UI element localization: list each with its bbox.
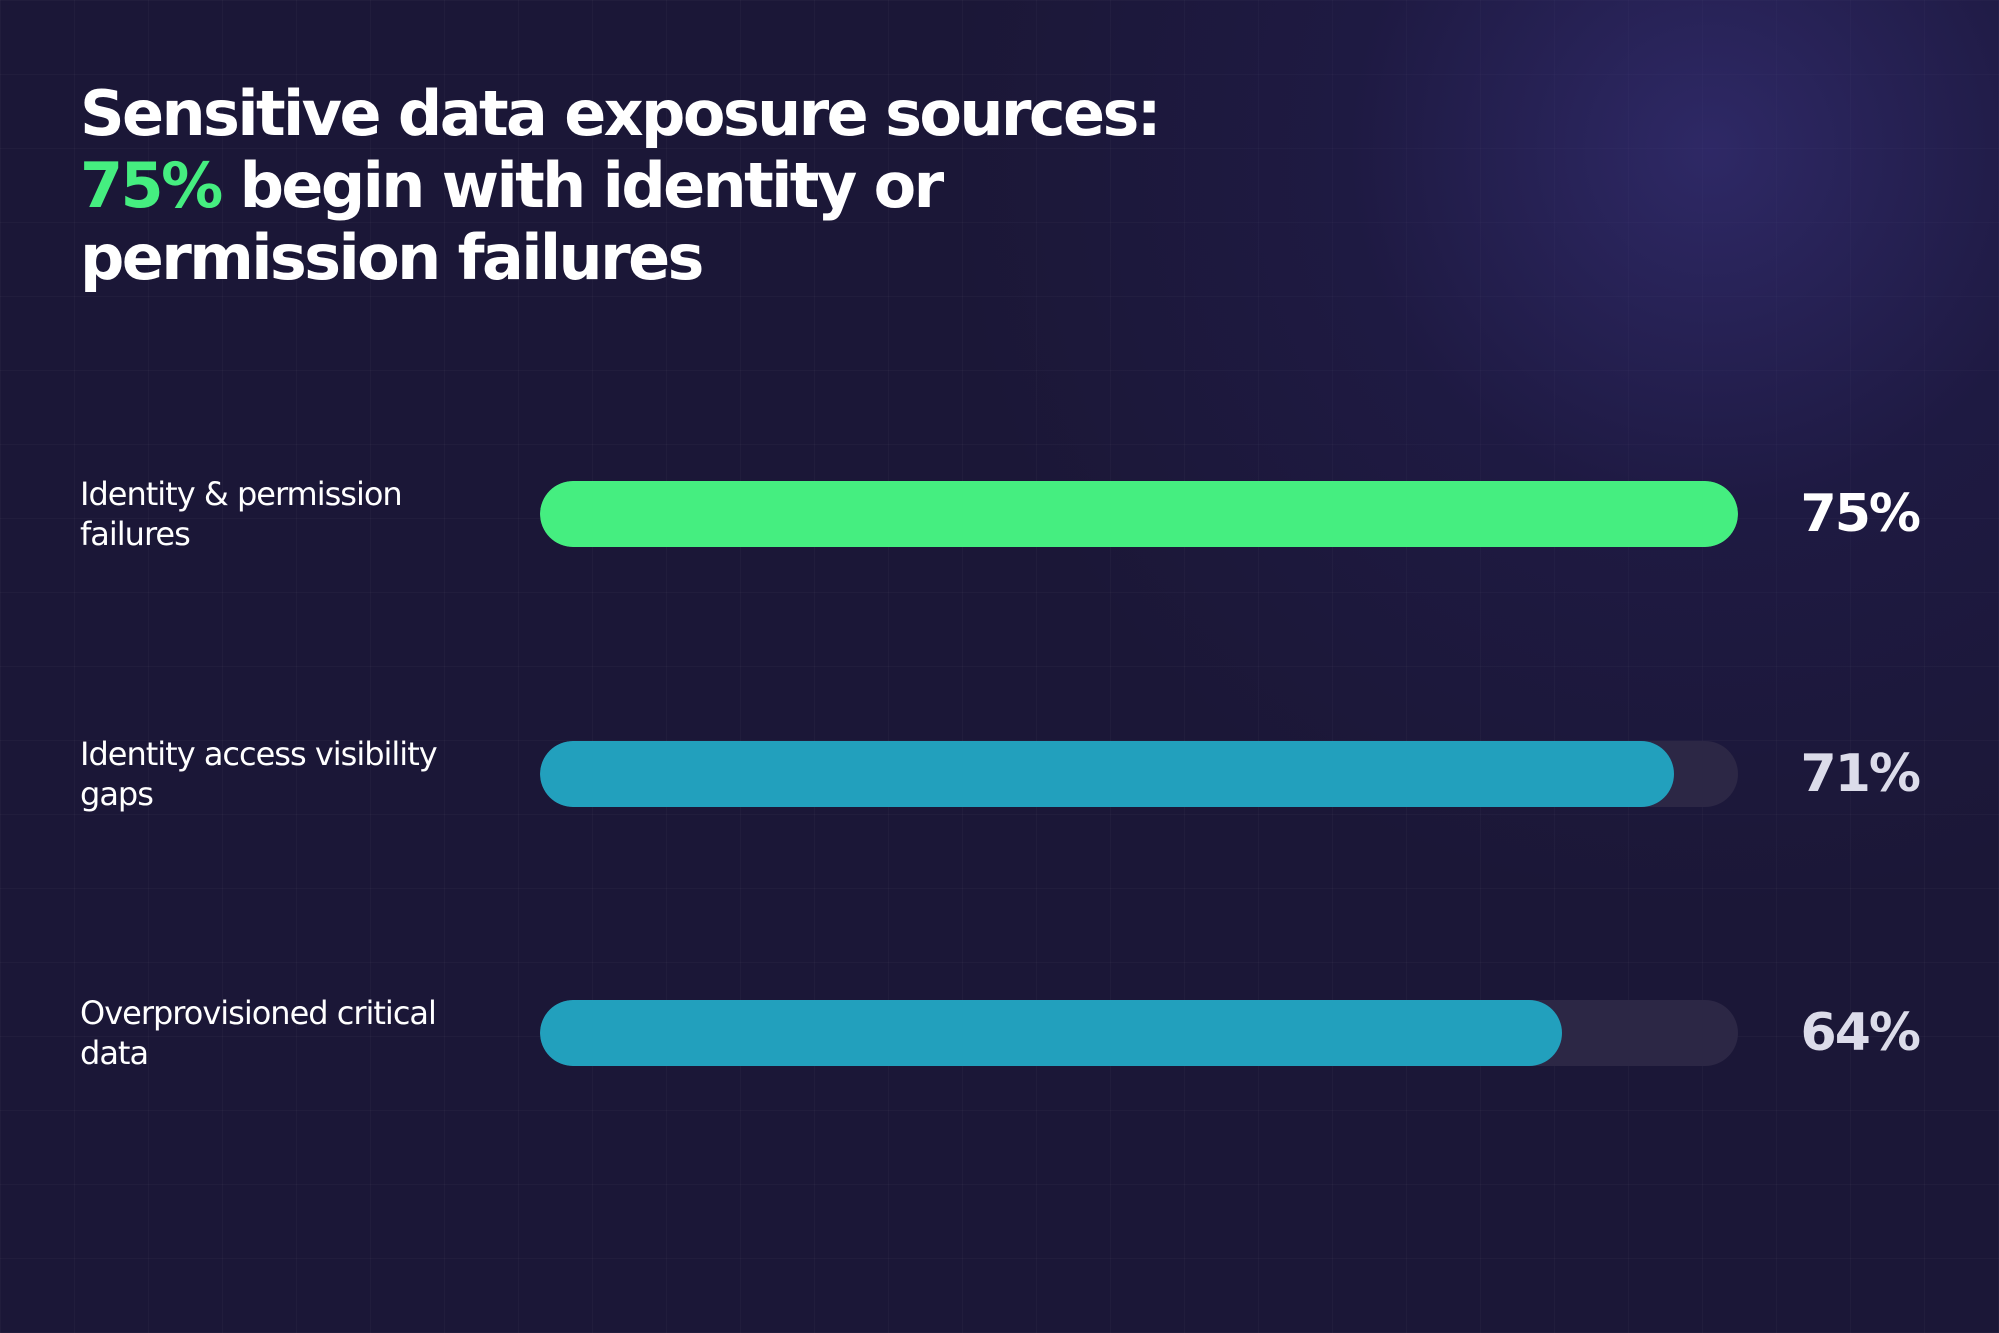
chart-title: Sensitive data exposure sources: 75% beg… <box>80 78 1280 294</box>
bar-identity-permission-failures <box>540 481 1738 547</box>
bar-label-identity-permission-failures: Identity & permission failures <box>80 475 403 553</box>
bar-track-overprovisioned-critical-data <box>540 1000 1738 1066</box>
bar-identity-access-visibility-gaps <box>540 741 1675 807</box>
title-line-1: Sensitive data exposure sources: <box>80 77 1162 150</box>
bar-value-overprovisioned-critical-data: 64% <box>1800 1003 1921 1063</box>
title-line-2-text: begin with identity or <box>220 149 945 222</box>
bar-overprovisioned-critical-data <box>540 1000 1563 1066</box>
bar-label-identity-access-visibility-gaps: Identity access visibility gaps <box>80 735 438 813</box>
bar-label-overprovisioned-critical-data: Overprovisioned critical data <box>80 994 437 1072</box>
bar-value-identity-permission-failures: 75% <box>1800 484 1921 544</box>
bar-track-identity-permission-failures <box>540 481 1738 547</box>
title-line-3: permission failures <box>80 221 704 294</box>
title-highlight-value: 75% <box>80 149 223 222</box>
title-line-2: 75% begin with identity or <box>80 150 1280 222</box>
bar-value-identity-access-visibility-gaps: 71% <box>1800 744 1921 804</box>
bar-track-identity-access-visibility-gaps <box>540 741 1738 807</box>
